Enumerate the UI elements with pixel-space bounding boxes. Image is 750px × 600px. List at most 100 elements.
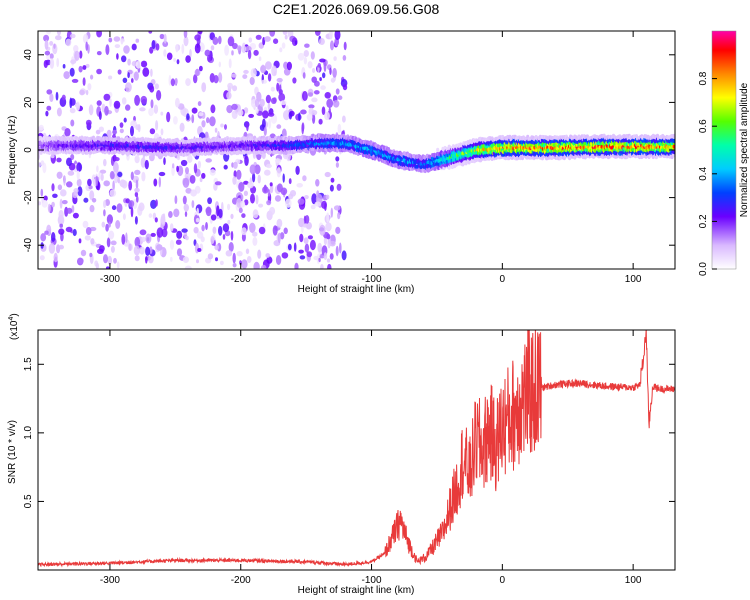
heatmap-cell-179	[245, 248, 250, 255]
heatmap-cell-849	[195, 218, 200, 223]
heatmap-cell-56	[189, 49, 192, 58]
heatmap-cell-32	[197, 101, 202, 107]
heatmap-cell-114	[148, 107, 154, 117]
heatmap-cell-676	[103, 158, 107, 167]
heatmap-cell-699	[303, 91, 307, 101]
heatmap-cell-321	[337, 212, 341, 220]
spectrogram-x-tick-label-2: -100	[362, 274, 382, 285]
heatmap-cell-878	[253, 261, 260, 269]
heatmap-cell-725	[321, 200, 327, 209]
heatmap-cell-659	[160, 213, 166, 225]
heatmap-cell-544	[113, 257, 117, 264]
heatmap-cell-636	[135, 179, 139, 190]
heatmap-cell-651	[88, 185, 93, 190]
heatmap-cell-906	[190, 189, 198, 197]
heatmap-cell-65	[184, 211, 188, 218]
heatmap-cell-506	[262, 186, 269, 194]
heatmap-cell-382	[278, 84, 282, 96]
heatmap-cell-349	[69, 108, 76, 114]
heatmap-cell-250	[105, 223, 109, 232]
heatmap-cell-210	[100, 173, 104, 181]
heatmap-cell-890	[297, 198, 305, 205]
heatmap-cell-952	[181, 228, 188, 233]
heatmap-cell-110	[141, 171, 146, 182]
heatmap-cell-715	[130, 171, 134, 181]
heatmap-cell-555	[96, 165, 99, 173]
heatmap-cell-961	[333, 100, 340, 108]
heatmap-cell-54	[278, 93, 286, 102]
heatmap-cell-933	[205, 206, 212, 217]
heatmap-cell-170	[105, 266, 110, 269]
heatmap-cell-33	[187, 154, 193, 163]
heatmap-cell-752	[271, 65, 277, 77]
spectrogram-marks	[38, 31, 675, 269]
heatmap-cell-880	[318, 257, 321, 263]
heatmap-cell-80	[320, 85, 326, 90]
heatmap-cell-78	[152, 212, 157, 220]
heatmap-cell-872	[218, 208, 223, 219]
heatmap-cell-938	[103, 254, 108, 264]
heatmap-cell-639	[189, 175, 196, 184]
colorbar-gradient	[711, 30, 737, 270]
heatmap-cell-915	[120, 38, 125, 43]
heatmap-cell-644	[176, 165, 180, 173]
heatmap-cell-722	[128, 200, 135, 208]
heatmap-cell-596	[303, 50, 309, 57]
heatmap-cell-838	[50, 154, 55, 159]
heatmap-cell-43	[96, 68, 102, 75]
heatmap-cell-68	[105, 44, 110, 56]
heatmap-cell-364	[55, 91, 59, 101]
heatmap-cell-337	[227, 82, 234, 90]
heatmap-cell-315	[304, 195, 309, 200]
heatmap-cell-614	[299, 233, 304, 243]
heatmap-cell-625	[206, 117, 210, 124]
heatmap-cell-683	[45, 54, 51, 60]
heatmap-cell-338	[128, 243, 132, 251]
heatmap-cell-831	[117, 171, 123, 178]
heatmap-cell-469	[267, 102, 271, 110]
heatmap-cell-925	[205, 222, 208, 230]
heatmap-cell-3	[106, 214, 113, 225]
heatmap-cell-622	[163, 157, 166, 166]
heatmap-cell-249	[282, 173, 285, 183]
heatmap-cell-209	[172, 163, 175, 169]
heatmap-cell-583	[255, 34, 262, 40]
heatmap-cell-497	[85, 89, 89, 96]
heatmap-cell-609	[149, 85, 155, 93]
snr-plot-area	[38, 330, 675, 570]
heatmap-cell-316	[257, 174, 261, 184]
heatmap-cell-514	[293, 242, 297, 252]
heatmap-cell-811	[223, 164, 228, 170]
heatmap-cell-677	[286, 61, 292, 71]
heatmap-cell-796	[145, 246, 151, 256]
heatmap-cell-423	[148, 213, 153, 218]
heatmap-cell-626	[246, 256, 252, 263]
heatmap-cell-757	[240, 194, 244, 200]
heatmap-cell-252	[241, 213, 246, 219]
heatmap-cell-180	[103, 180, 110, 187]
heatmap-cell-521	[117, 69, 122, 75]
heatmap-cell-379	[163, 49, 167, 57]
heatmap-cell-870	[262, 110, 269, 119]
heatmap-cell-2893	[436, 147, 440, 153]
heatmap-cell-597	[306, 251, 313, 258]
heatmap-cell-418	[43, 60, 48, 68]
heatmap-cell-465	[329, 240, 336, 247]
heatmap-cell-459	[227, 36, 235, 47]
snr-x-tick-label-4: 100	[625, 575, 642, 586]
heatmap-cell-976	[99, 245, 105, 252]
heatmap-cell-897	[323, 252, 328, 260]
heatmap-cell-551	[302, 72, 306, 79]
heatmap-cell-430	[116, 53, 119, 60]
heatmap-cell-973	[232, 85, 238, 92]
heatmap-cell-90	[209, 73, 215, 83]
heatmap-cell-616	[194, 34, 201, 41]
heatmap-cell-934	[109, 189, 117, 197]
heatmap-cell-238	[116, 203, 123, 213]
heatmap-cell-274	[279, 232, 285, 240]
snr-y-multiplier-exponent: 4	[8, 317, 15, 321]
heatmap-cell-4457	[672, 149, 675, 155]
heatmap-cell-420	[155, 120, 159, 131]
heatmap-cell-879	[113, 100, 121, 109]
heatmap-cell-684	[313, 255, 319, 261]
